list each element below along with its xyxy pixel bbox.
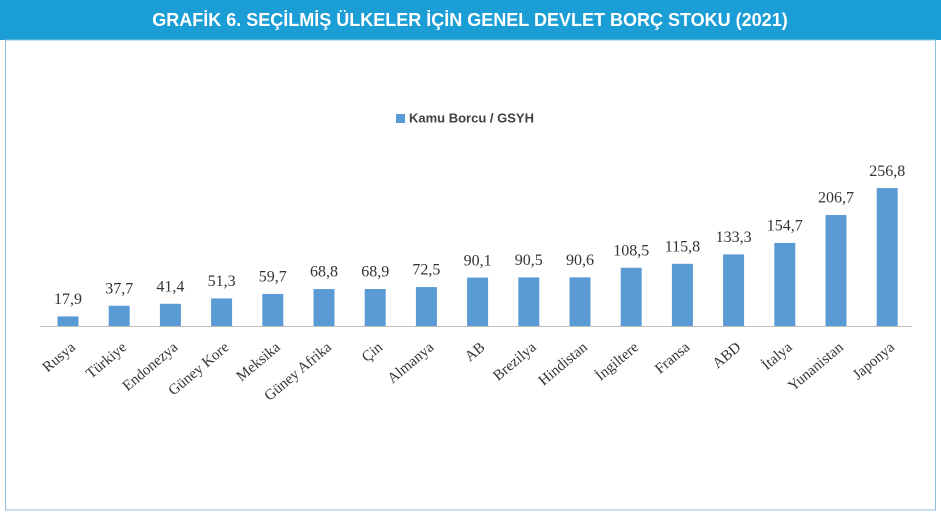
value-label: 72,5: [412, 262, 440, 279]
bar: [620, 267, 642, 326]
x-tick-label: İtalya: [759, 339, 796, 373]
value-label: 68,8: [310, 264, 338, 281]
value-label: 41,4: [156, 278, 184, 295]
x-tick-label: Yunanistan: [785, 339, 847, 394]
bar: [108, 305, 130, 326]
bar: [876, 188, 898, 326]
x-tick-label: Çin: [359, 339, 386, 366]
value-label: 90,1: [464, 252, 492, 269]
bar: [262, 293, 284, 326]
value-label: 115,8: [665, 238, 700, 255]
bar: [518, 277, 540, 326]
bar: [57, 316, 79, 326]
x-tick-label: İngiltere: [593, 339, 642, 384]
header-band: [0, 0, 941, 40]
value-label: 90,5: [515, 252, 543, 269]
x-tick-label: Japonya: [850, 339, 898, 383]
value-label: 154,7: [767, 218, 803, 235]
bar: [415, 287, 437, 326]
x-tick-label: ABD: [710, 339, 745, 372]
x-tick-label: Hindistan: [536, 339, 591, 389]
value-label: 108,5: [613, 242, 649, 259]
value-label: 59,7: [259, 269, 287, 286]
frame: [5, 39, 936, 511]
bar: [467, 277, 489, 326]
x-tick-label: Fransa: [652, 339, 693, 377]
value-label: 51,3: [208, 273, 236, 290]
bar: [569, 277, 591, 326]
chart-title: GRAFİK 6. SEÇİLMİŞ ÜLKELER İÇİN GENEL DE…: [152, 10, 787, 30]
x-tick-label: Türkiye: [83, 339, 130, 382]
x-tick-label: Meksika: [234, 339, 284, 385]
bar: [159, 303, 181, 326]
bar: [211, 298, 233, 326]
value-label: 17,9: [54, 291, 82, 308]
value-label: 68,9: [361, 264, 389, 281]
bar: [723, 254, 745, 326]
value-label: 133,3: [716, 229, 752, 246]
x-tick-label: Brezilya: [490, 339, 539, 384]
bar: [313, 289, 335, 326]
x-tick-label: Rusya: [40, 339, 79, 376]
value-label: 206,7: [818, 190, 854, 207]
value-label: 37,7: [105, 280, 133, 297]
bar: [364, 289, 386, 326]
bar: [774, 242, 796, 326]
legend-label: Kamu Borcu / GSYH: [409, 110, 534, 125]
x-tick-label: AB: [462, 339, 488, 365]
bar: [671, 263, 693, 326]
bar: [825, 215, 847, 326]
legend-swatch: [396, 114, 405, 123]
x-tick-label: Almanya: [385, 339, 438, 387]
value-label: 256,8: [869, 163, 905, 180]
value-label: 90,6: [566, 252, 594, 269]
